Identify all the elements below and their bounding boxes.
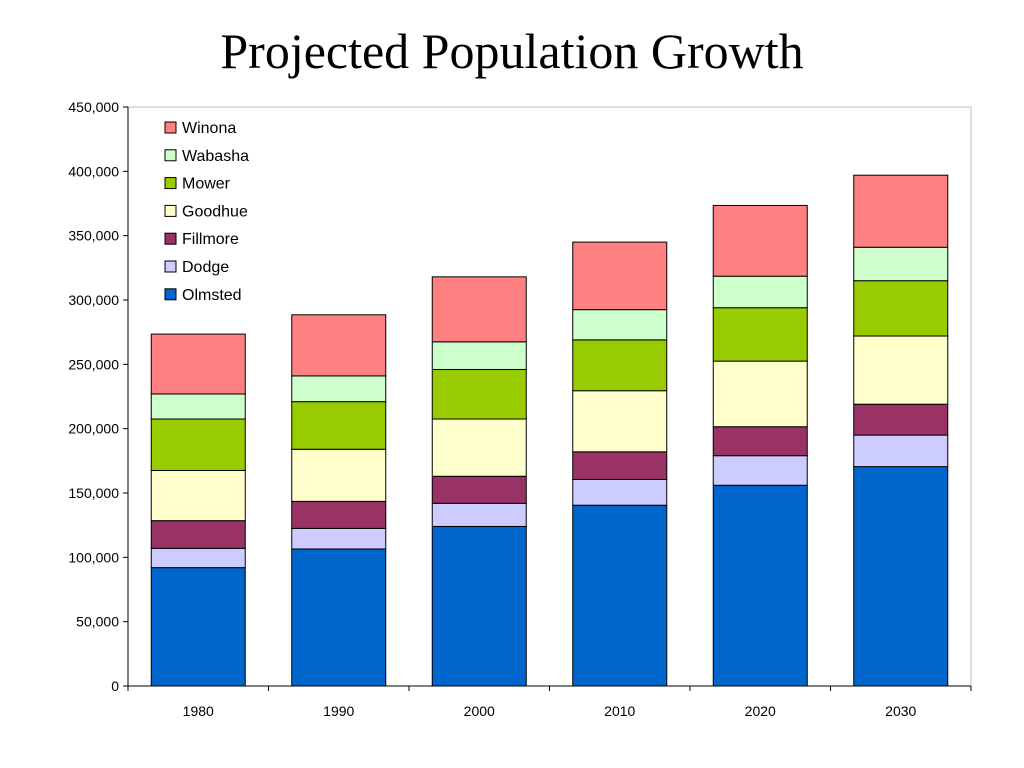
bar-segment-mower-2030: [853, 280, 949, 337]
y-tick-label: 400,000: [68, 163, 119, 179]
bar-segment-mower-1990: [291, 401, 387, 450]
legend-label-wabasha: Wabasha: [182, 148, 249, 165]
chart-title: Projected Population Growth: [220, 23, 804, 79]
y-tick-label: 200,000: [68, 421, 119, 437]
bar-segment-wabasha-2030: [853, 246, 949, 282]
bar-segment-olmsted-2020: [712, 484, 808, 687]
bar-segment-wabasha-1990: [291, 375, 387, 403]
y-tick-label: 450,000: [68, 99, 119, 115]
bar-segment-mower-2000: [431, 368, 527, 420]
bar-segment-olmsted-2000: [431, 525, 527, 687]
bars-layer: [150, 174, 949, 687]
bar-segment-wabasha-1980: [150, 393, 246, 420]
legend-swatch-mower: [164, 177, 177, 190]
bar-segment-winona-2000: [431, 276, 527, 343]
bar-segment-fillmore-1990: [291, 500, 387, 529]
y-tick-label: 250,000: [68, 356, 119, 372]
bar-segment-mower-2010: [572, 339, 668, 392]
legend-swatch-fillmore: [164, 232, 177, 245]
bar-segment-fillmore-2030: [853, 403, 949, 436]
bar-segment-dodge-2020: [712, 455, 808, 486]
plot-area: [127, 106, 972, 687]
legend-label-dodge: Dodge: [182, 259, 229, 276]
bar-segment-goodhue-2000: [431, 418, 527, 477]
bar-segment-dodge-2000: [431, 502, 527, 527]
legend-label-olmsted: Olmsted: [182, 287, 242, 304]
bar-segment-dodge-2030: [853, 434, 949, 468]
y-tick-label: 100,000: [68, 549, 119, 565]
bar-segment-olmsted-1980: [150, 567, 246, 687]
bar-segment-winona-2030: [853, 174, 949, 248]
bar-segment-winona-1990: [291, 314, 387, 377]
bar-segment-mower-2020: [712, 307, 808, 362]
x-tick-label: 2000: [464, 703, 495, 719]
bar-segment-goodhue-2030: [853, 335, 949, 405]
bar-segment-winona-1980: [150, 333, 246, 395]
x-tick-label: 2030: [885, 703, 916, 719]
bar-segment-dodge-1980: [150, 547, 246, 569]
y-tick-label: 150,000: [68, 485, 119, 501]
legend-label-goodhue: Goodhue: [182, 203, 248, 220]
bar-segment-goodhue-2010: [572, 390, 668, 453]
bar-segment-goodhue-2020: [712, 360, 808, 428]
bar-segment-goodhue-1990: [291, 448, 387, 502]
bar-segment-wabasha-2000: [431, 341, 527, 370]
bar-segment-fillmore-1980: [150, 520, 246, 549]
legend-swatch-wabasha: [164, 149, 177, 162]
legend-swatch-dodge: [164, 260, 177, 273]
bar-segment-fillmore-2010: [572, 451, 668, 480]
legend-swatch-olmsted: [164, 288, 177, 301]
axes-layer: 0 50,000 100,000 150,000 200,000 250,000 300,0…: [68, 99, 972, 719]
bar-segment-winona-2020: [712, 204, 808, 277]
bar-segment-fillmore-2000: [431, 475, 527, 504]
bar-segment-wabasha-2010: [572, 309, 668, 341]
y-tick-label: 300,000: [68, 292, 119, 308]
bar-segment-fillmore-2020: [712, 426, 808, 457]
x-tick-label: 2010: [604, 703, 635, 719]
y-tick-label: 350,000: [68, 228, 119, 244]
bar-segment-dodge-1990: [291, 527, 387, 550]
legend-label-mower: Mower: [182, 176, 231, 193]
bar-segment-goodhue-1980: [150, 469, 246, 522]
x-tick-label: 2020: [745, 703, 776, 719]
legend-swatch-winona: [164, 121, 177, 134]
legend-label-winona: Winona: [182, 120, 236, 137]
bar-segment-dodge-2010: [572, 478, 668, 506]
x-tick-label: 1990: [323, 703, 354, 719]
y-tick-label: 50,000: [76, 614, 119, 630]
legend: Winona Wabasha Mower Goodhue Fillmore Dodge Ol…: [164, 120, 249, 304]
legend-label-fillmore: Fillmore: [182, 231, 239, 248]
bar-segment-winona-2010: [572, 241, 668, 311]
bar-segment-mower-1980: [150, 418, 246, 471]
bar-segment-olmsted-2010: [572, 504, 668, 687]
bar-segment-wabasha-2020: [712, 275, 808, 309]
legend-swatch-goodhue: [164, 204, 177, 217]
x-tick-label: 1980: [183, 703, 214, 719]
bar-segment-olmsted-1990: [291, 548, 387, 687]
y-tick-label: 0: [111, 678, 119, 694]
bar-segment-olmsted-2030: [853, 466, 949, 687]
